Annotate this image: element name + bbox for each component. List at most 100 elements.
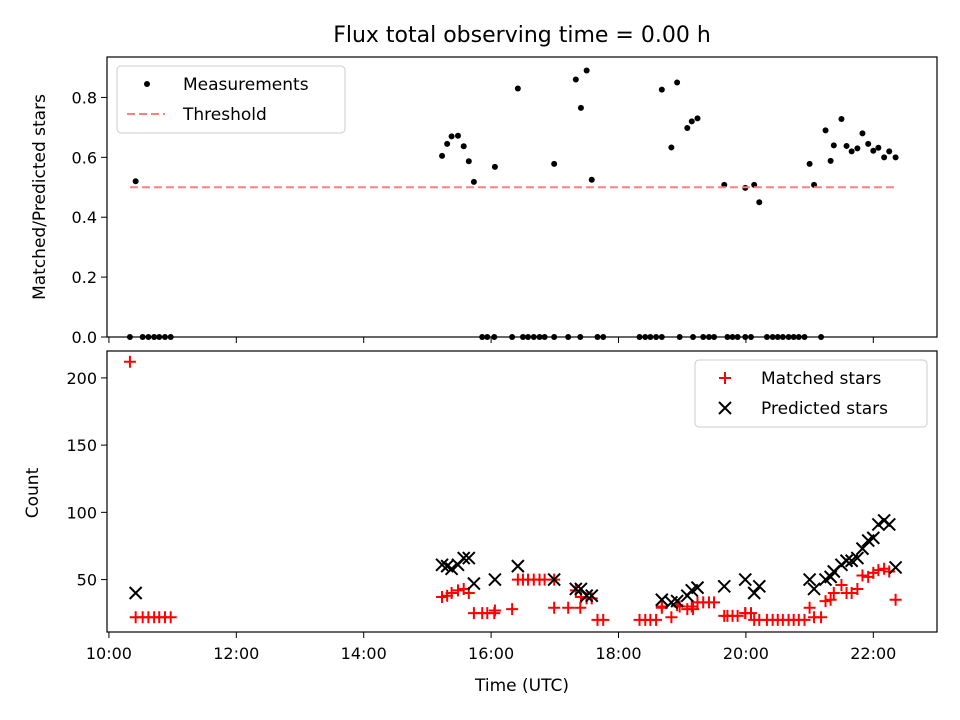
matched-star-point bbox=[488, 607, 501, 620]
legend: Matched stars Predicted stars bbox=[694, 359, 928, 428]
y-tick-label: 150 bbox=[66, 436, 97, 455]
matched-star-point bbox=[878, 562, 891, 575]
measurement-point bbox=[465, 158, 472, 165]
legend-box bbox=[694, 359, 928, 428]
measurement-point bbox=[588, 176, 595, 183]
matched-star-point bbox=[883, 565, 896, 578]
predicted-star-point bbox=[802, 572, 817, 587]
predicted-star-point bbox=[585, 588, 599, 603]
predicted-star-point bbox=[747, 586, 761, 600]
predicted-star-point bbox=[511, 559, 525, 573]
measurement-point bbox=[491, 163, 498, 170]
y-tick-label: 0.0 bbox=[72, 328, 97, 347]
y-tick-label: 50 bbox=[77, 571, 97, 590]
matched-star-point bbox=[123, 355, 136, 368]
measurement-point bbox=[822, 127, 829, 134]
measurement-point bbox=[668, 144, 675, 151]
y-tick-label: 0.6 bbox=[72, 148, 97, 167]
matched-star-point bbox=[889, 593, 902, 606]
matched-star-point bbox=[445, 587, 458, 600]
matched-star-point bbox=[650, 613, 663, 626]
predicted-star-point bbox=[871, 517, 886, 532]
y-tick-label: 0.2 bbox=[72, 268, 97, 287]
predicted-star-point bbox=[807, 582, 821, 596]
chart-title: Flux total observing time = 0.00 h bbox=[333, 23, 711, 48]
measurement-point bbox=[132, 178, 139, 185]
measurement-point bbox=[892, 154, 899, 161]
predicted-star-point bbox=[839, 554, 854, 568]
measurement-point bbox=[870, 147, 877, 154]
predicted-star-point bbox=[670, 594, 684, 608]
matched-star-point bbox=[708, 596, 721, 609]
x-tick-label: 14:00 bbox=[341, 644, 387, 663]
measurement-point bbox=[470, 178, 477, 185]
measurement-point bbox=[827, 157, 834, 164]
axes-frame bbox=[106, 56, 938, 338]
x-tick-label: 10:00 bbox=[86, 644, 132, 663]
predicted-star-point bbox=[752, 579, 766, 593]
matched-star-point bbox=[164, 611, 177, 624]
matched-star-point bbox=[824, 593, 837, 606]
predicted-star-point bbox=[855, 541, 870, 556]
measurement-point bbox=[838, 115, 845, 122]
measurement-point bbox=[658, 86, 665, 93]
measurement-point bbox=[859, 130, 866, 137]
measurement-point bbox=[572, 76, 579, 83]
predicted-star-point bbox=[888, 560, 903, 575]
measurement-point bbox=[806, 160, 813, 167]
legend-label: Matched stars bbox=[761, 369, 881, 389]
measurement-point bbox=[448, 133, 455, 140]
predicted-star-point bbox=[738, 572, 752, 587]
predicted-star-point bbox=[850, 551, 865, 565]
measurement-point bbox=[577, 104, 584, 111]
matched-star-point bbox=[803, 601, 816, 614]
legend-marker-measurements bbox=[144, 81, 150, 87]
predicted-star-point bbox=[569, 582, 583, 596]
matched-star-point bbox=[744, 607, 757, 620]
predicted-star-point bbox=[467, 576, 481, 591]
bottom-panel: 50 100 150 200 10:00 12:00 14:00 16:00 18:00 20:0… bbox=[66, 350, 938, 663]
predicted-star-point bbox=[488, 572, 502, 587]
predicted-star-point bbox=[882, 517, 896, 532]
legend: Measurements Threshold bbox=[116, 65, 346, 134]
measurement-point bbox=[684, 124, 691, 131]
matched-star-point bbox=[548, 601, 561, 614]
predicted-star-point bbox=[690, 580, 705, 595]
measurement-point bbox=[830, 142, 837, 149]
y-tick-label: 200 bbox=[66, 369, 97, 388]
matched-star-point bbox=[436, 591, 449, 604]
predicted-star-point bbox=[579, 588, 594, 603]
measurement-point bbox=[865, 140, 872, 147]
axes-frame bbox=[106, 350, 938, 633]
matched-star-point bbox=[815, 611, 828, 624]
predicted-star-point bbox=[457, 551, 471, 565]
matched-star-point bbox=[835, 578, 848, 591]
matched-star-point bbox=[851, 582, 864, 595]
predicted-star-point bbox=[462, 551, 476, 565]
matched-star-point bbox=[562, 601, 575, 614]
matched-star-point bbox=[867, 566, 880, 579]
measurement-point bbox=[694, 115, 701, 122]
y-tick-label: 0.4 bbox=[72, 208, 97, 227]
legend-marker-predicted bbox=[718, 401, 732, 415]
matched-star-point bbox=[597, 613, 610, 626]
x-tick-label: 16:00 bbox=[468, 644, 514, 663]
legend-label: Threshold bbox=[182, 105, 267, 125]
matched-star-point bbox=[819, 595, 832, 608]
predicted-star-point bbox=[717, 579, 731, 593]
predicted-star-point bbox=[444, 562, 459, 576]
top-y-axis-label: Matched/Predicted stars bbox=[30, 94, 50, 300]
measurement-point bbox=[854, 145, 861, 152]
measurement-point bbox=[460, 143, 467, 150]
legend-label: Predicted stars bbox=[761, 399, 888, 419]
predicted-star-point bbox=[435, 558, 449, 572]
measurement-point bbox=[756, 199, 763, 206]
predicted-star-point bbox=[547, 572, 561, 587]
measurement-point bbox=[843, 142, 850, 149]
measurement-point bbox=[551, 160, 558, 167]
matched-star-point bbox=[665, 611, 678, 624]
x-tick-label: 20:00 bbox=[723, 644, 769, 663]
predicted-star-point bbox=[866, 531, 881, 545]
measurement-point bbox=[444, 140, 451, 147]
